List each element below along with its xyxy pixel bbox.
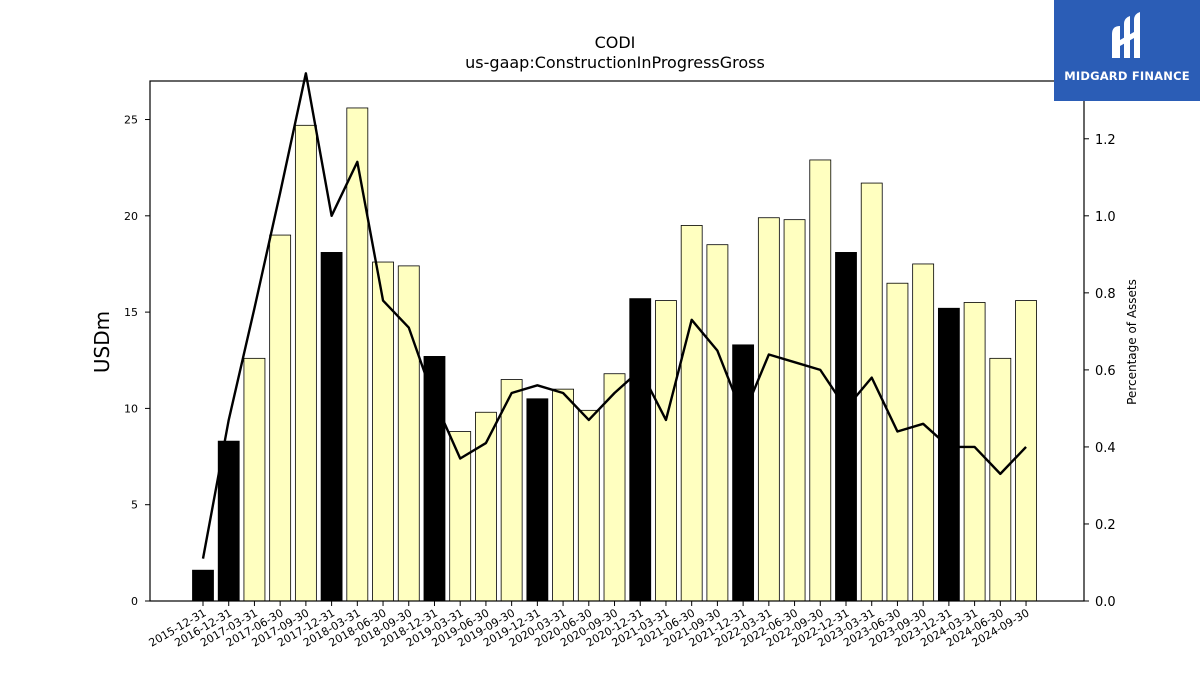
y-tick-label: 5	[131, 499, 138, 512]
bar	[1015, 300, 1037, 602]
y-tick-label: 20	[124, 210, 138, 223]
bar	[680, 225, 703, 602]
bar	[577, 409, 600, 602]
y2-tick-label: 0.2	[1095, 518, 1116, 533]
midgard-logo-icon	[1112, 12, 1140, 58]
midgard-logo: MIDGARD FINANCE	[1054, 0, 1200, 101]
bar	[937, 307, 960, 602]
bar	[757, 217, 780, 602]
bar	[603, 373, 626, 602]
bar	[423, 356, 446, 602]
series-line	[201, 72, 1027, 559]
bar	[912, 263, 935, 602]
bar	[526, 398, 549, 602]
bar	[192, 569, 214, 602]
y-tick-label: 0	[131, 595, 138, 608]
x-axis-ticks: 2015-12-312016-12-312017-03-312017-06-30…	[147, 601, 1032, 650]
bar	[397, 265, 420, 602]
plot-frame	[149, 80, 1085, 602]
bar	[706, 244, 729, 602]
y-tick-label: 25	[124, 114, 138, 127]
y2-axis-ticks: 0.0 0.2 0.4 0.6 0.8 1.0 1.2	[1084, 133, 1116, 610]
line-group	[201, 72, 1027, 559]
y2-tick-label: 0.4	[1095, 441, 1116, 456]
y-tick-label: 15	[124, 306, 138, 319]
bar	[294, 124, 317, 602]
bar	[989, 357, 1012, 602]
y-axis-label: USDm	[90, 311, 114, 373]
bar	[552, 388, 574, 602]
bar	[629, 298, 652, 602]
chart-subtitle: us-gaap:ConstructionInProgressGross	[465, 53, 765, 72]
y-tick-label: 10	[124, 402, 138, 415]
y-axis-ticks: 0 5 10 15 20 25	[124, 114, 150, 608]
bar	[835, 252, 857, 602]
bar	[243, 357, 266, 602]
bar	[346, 107, 369, 602]
bar	[655, 300, 677, 602]
bar	[500, 379, 523, 602]
bars-group	[192, 107, 1037, 602]
y2-tick-label: 0.8	[1095, 287, 1116, 302]
bar	[886, 282, 909, 602]
bar	[269, 234, 292, 602]
bar	[963, 302, 986, 602]
y2-tick-label: 0.6	[1095, 364, 1116, 379]
y2-tick-label: 1.2	[1095, 133, 1116, 148]
y2-tick-label: 1.0	[1095, 210, 1116, 225]
y2-axis-label: Percentage of Assets	[1125, 279, 1139, 405]
logo-text: MIDGARD FINANCE	[1064, 69, 1190, 83]
bar	[372, 261, 394, 602]
bar	[320, 252, 343, 602]
chart-title: CODI	[595, 33, 636, 52]
bar	[783, 219, 806, 602]
y2-tick-label: 0.0	[1095, 595, 1116, 610]
bar	[732, 344, 755, 602]
